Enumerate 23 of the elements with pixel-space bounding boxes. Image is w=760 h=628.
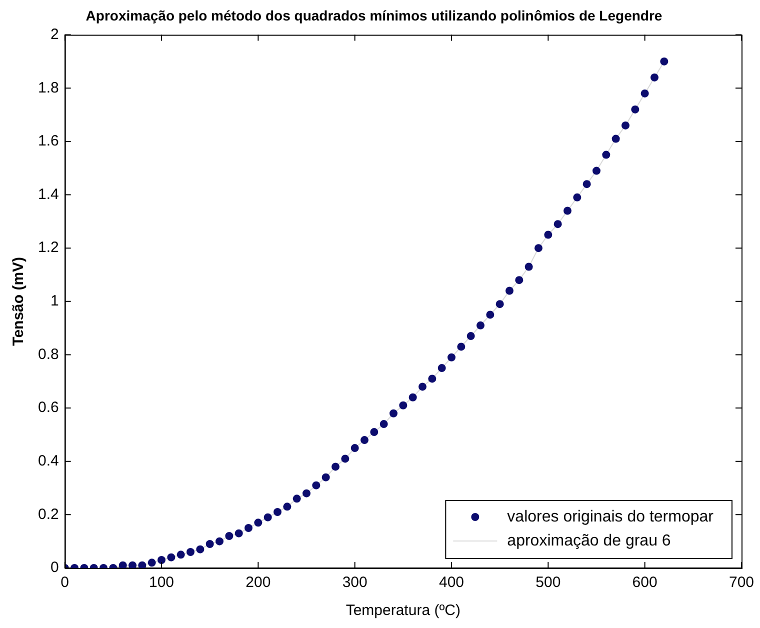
x-tick-label: 500 <box>536 574 561 592</box>
y-tick-label: 1.6 <box>38 132 59 150</box>
y-tick-label: 0.2 <box>38 506 59 523</box>
y-tick-label: 0.8 <box>38 346 59 363</box>
x-tick-label: 700 <box>728 574 754 592</box>
x-tick-label: 600 <box>632 574 658 592</box>
legend-label: aproximação de grau 6 <box>507 532 671 550</box>
legend-label: valores originais do termopar <box>507 508 714 526</box>
y-tick-label: 0.4 <box>38 452 59 470</box>
y-tick-label: 0 <box>50 559 59 576</box>
x-tick-label: 100 <box>149 574 174 592</box>
x-axis-title: Temperatura (ºC) <box>346 602 461 620</box>
y-tick-label: 2 <box>50 26 59 43</box>
y-tick-label: 0.6 <box>38 399 59 416</box>
y-axis-title: Tensão (mV) <box>10 256 28 346</box>
x-tick-label: 200 <box>246 574 271 592</box>
y-tick-label: 1.2 <box>38 239 59 256</box>
chart-title: Aproximação pelo método dos quadrados mínimos utilizando polinômios de Legendre <box>86 7 662 24</box>
y-tick-label: 1.8 <box>38 79 59 96</box>
x-tick-label: 400 <box>438 574 464 592</box>
y-tick-label: 1.4 <box>38 186 59 203</box>
x-tick-label: 300 <box>342 574 368 592</box>
y-tick-label: 1 <box>50 292 59 310</box>
